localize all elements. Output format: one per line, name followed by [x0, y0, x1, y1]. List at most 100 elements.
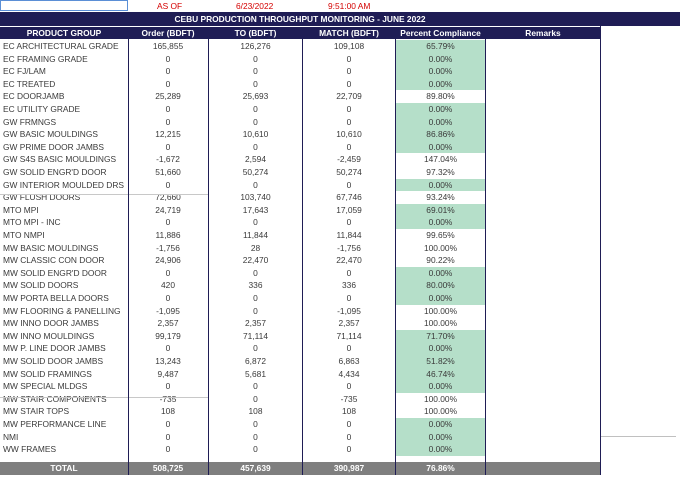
to-cell: 6,872 [245, 356, 266, 366]
order-cell: 12,215 [155, 129, 181, 140]
table-row[interactable]: EC TREATED 0 0 0 0.00% [0, 77, 600, 91]
percent-compliance-cell: 0.00% [396, 216, 485, 229]
to-cell: 0 [253, 393, 258, 404]
table-row[interactable]: MTO NMPI 11,886 11,844 11,844 99.65% [0, 229, 600, 242]
to-cell: 108 [248, 406, 263, 417]
table-row[interactable]: MTO MPI - INC 0 0 0 0.00% [0, 216, 600, 229]
product-group-cell: MW PERFORMANCE LINE [3, 419, 107, 429]
table-row[interactable]: NMI 0 0 0 0.00% [0, 430, 600, 444]
percent-compliance-cell: 0.00% [396, 430, 485, 444]
column-header-product-group[interactable]: PRODUCT GROUP [0, 27, 128, 39]
match-cell: 2,357 [338, 318, 360, 329]
table-row[interactable]: GW BASIC MOULDINGS 12,215 10,610 10,610 86.8… [0, 128, 600, 141]
percent-compliance-cell: 99.65% [426, 230, 455, 240]
match-cell: -1,095 [337, 305, 361, 316]
column-separator [208, 27, 209, 475]
percent-compliance-cell: 0.00% [396, 380, 485, 393]
match-cell: 0 [346, 267, 352, 278]
table-row[interactable]: MW SOLID FRAMINGS 9,487 5,681 4,434 46.74% [0, 367, 600, 381]
to-cell: 28 [250, 242, 261, 253]
to-cell: 0 [253, 305, 258, 316]
report-title: CEBU PRODUCTION THROUGHPUT MONITORING - … [174, 14, 426, 24]
to-cell: 11,844 [243, 230, 268, 240]
table-row[interactable]: MW P. LINE DOOR JAMBS 0 0 0 0.00% [0, 342, 600, 355]
match-cell: 17,059 [336, 204, 362, 215]
to-cell: 0 [253, 179, 258, 190]
table-row[interactable]: MW INNO DOOR JAMBS 2,357 2,357 2,357 100.00% [0, 317, 600, 330]
table-row[interactable]: MW INNO MOULDINGS 99,179 71,114 71,114 71.70… [0, 329, 600, 343]
to-cell: 0 [253, 141, 258, 152]
order-cell: 165,855 [152, 41, 184, 51]
product-group-cell: EC FJ/LAM [3, 66, 46, 77]
table-row[interactable]: GW FLUSH DOORS 72,660 103,740 67,746 93.24% [0, 191, 600, 204]
table-row[interactable]: GW S4S BASIC MOULDINGS -1,672 2,594 -2,459 1… [0, 153, 600, 166]
percent-compliance-cell: 69.01% [396, 203, 485, 217]
percent-compliance-cell: 86.86% [396, 128, 485, 141]
match-cell: 108 [342, 406, 356, 417]
column-separator [485, 27, 486, 475]
table-row[interactable]: EC DOORJAMB 25,289 25,693 22,709 89.80% [0, 90, 600, 103]
table-row[interactable]: WW FRAMES 0 0 0 0.00% [0, 443, 600, 456]
column-header-to[interactable]: TO (BDFT) [209, 27, 302, 39]
order-cell: 0 [165, 293, 171, 303]
order-cell: 24,906 [155, 255, 181, 266]
order-cell: 99,179 [155, 330, 181, 341]
table-row[interactable]: GW SOLID ENGR'D DOOR 51,660 50,274 50,274 97… [0, 166, 600, 179]
table-row[interactable]: MW SOLID DOOR JAMBS 13,243 6,872 6,863 51.82… [0, 355, 600, 368]
to-cell: 0 [253, 53, 258, 64]
table-row[interactable]: MW CLASSIC CON DOOR 24,906 22,470 22,470 90.… [0, 254, 600, 267]
match-cell: 22,470 [336, 255, 362, 266]
table-row[interactable]: MW FLOORING & PANELLING -1,095 0 -1,095 100.… [0, 305, 600, 318]
table-row[interactable]: MW STAIR COMPONENTS -735 0 -735 100.00% [0, 393, 600, 406]
order-cell: 0 [165, 66, 171, 77]
selected-cell[interactable] [0, 0, 128, 11]
table-row[interactable]: MTO MPI 24,719 17,643 17,059 69.01% [0, 203, 600, 217]
product-group-cell: MW BASIC MOULDINGS [3, 242, 99, 253]
match-cell: 67,746 [336, 192, 362, 203]
percent-compliance-cell: 0.00% [396, 115, 485, 129]
percent-compliance-cell: 100.00% [423, 242, 458, 253]
percent-compliance-cell: 100.00% [423, 406, 458, 417]
table-row[interactable]: MW SOLID ENGR'D DOOR 0 0 0 0.00% [0, 266, 600, 280]
column-header-remarks[interactable]: Remarks [486, 27, 600, 39]
table-row[interactable]: GW PRIME DOOR JAMBS 0 0 0 0.00% [0, 140, 600, 154]
to-cell: 103,740 [240, 192, 271, 203]
product-group-cell: MW INNO MOULDINGS [3, 330, 95, 341]
column-header-order[interactable]: Order (BDFT) [128, 27, 208, 39]
total-label: TOTAL [50, 463, 78, 473]
table-row[interactable]: EC FJ/LAM 0 0 0 0.00% [0, 65, 600, 78]
table-row[interactable]: EC ARCHITECTURAL GRADE 165,855 126,276 109,… [0, 40, 600, 53]
order-cell: -1,756 [156, 242, 180, 253]
order-cell: 25,289 [155, 91, 181, 102]
product-group-cell: MW PORTA BELLA DOORS [3, 293, 109, 303]
column-separator [395, 27, 396, 475]
total-to: 457,639 [240, 463, 271, 473]
product-group-cell: MW P. LINE DOOR JAMBS [3, 343, 106, 354]
table-row[interactable]: GW FRMNGS 0 0 0 0.00% [0, 115, 600, 129]
match-cell: 0 [346, 78, 352, 89]
percent-compliance-cell: 46.74% [396, 367, 485, 381]
order-cell: 2,357 [157, 318, 179, 329]
product-group-cell: GW INTERIOR MOULDED DRS [3, 179, 124, 190]
column-header-percent-compliance[interactable]: Percent Compliance [396, 27, 485, 39]
table-row[interactable]: MW SOLID DOORS 420 336 336 80.00% [0, 279, 600, 292]
table-row[interactable]: GW INTERIOR MOULDED DRS 0 0 0 0.00% [0, 178, 600, 192]
product-group-cell: NMI [3, 431, 19, 442]
table-row[interactable]: MW PORTA BELLA DOORS 0 0 0 0.00% [0, 292, 600, 305]
product-group-cell: MTO MPI [3, 204, 39, 215]
order-cell: 420 [161, 280, 175, 291]
order-cell: 0 [165, 267, 171, 278]
table-row[interactable]: MW PERFORMANCE LINE 0 0 0 0.00% [0, 418, 600, 431]
order-cell: 0 [165, 381, 171, 392]
total-row[interactable]: TOTAL 508,725 457,639 390,987 76.86% [0, 462, 600, 475]
table-row[interactable]: MW SPECIAL MLDGS 0 0 0 0.00% [0, 380, 600, 393]
column-header-match[interactable]: MATCH (BDFT) [303, 27, 395, 39]
table-row[interactable]: MW STAIR TOPS 108 108 108 100.00% [0, 405, 600, 418]
table-row[interactable]: MW BASIC MOULDINGS -1,756 28 -1,756 100.00% [0, 242, 600, 255]
table-row[interactable]: EC FRAMING GRADE 0 0 0 0.00% [0, 52, 600, 66]
total-percent-compliance: 76.86% [426, 463, 455, 473]
title-bar-extension [600, 12, 680, 26]
to-cell: 0 [253, 116, 258, 127]
product-group-cell: EC DOORJAMB [3, 91, 65, 102]
table-row[interactable]: EC UTILITY GRADE 0 0 0 0.00% [0, 103, 600, 116]
